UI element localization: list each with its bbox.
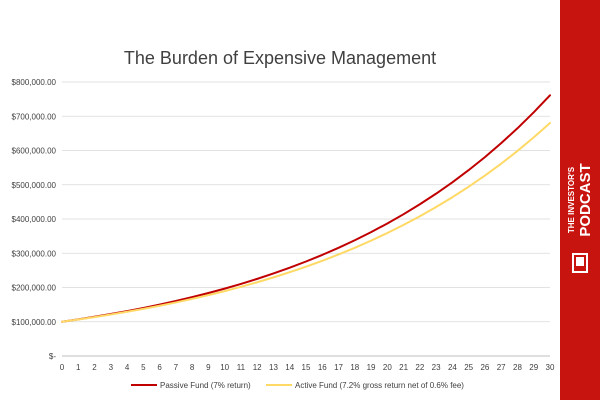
x-tick-label: 1 [76,363,81,372]
series-lines [61,94,551,323]
x-tick-label: 6 [157,363,162,372]
gridlines [62,81,550,357]
x-tick-label: 27 [497,363,506,372]
legend-label-passive: Passive Fund (7% return) [160,381,251,390]
x-tick-label: 24 [448,363,457,372]
x-tick-label: 0 [60,363,65,372]
x-tick-label: 9 [206,363,211,372]
x-tick-label: 21 [399,363,408,372]
y-axis-ticks: $- $100,000.00 $200,000.00 $300,000.00 $400,… [12,78,57,361]
x-tick-label: 20 [383,363,392,372]
x-tick-label: 29 [529,363,538,372]
x-tick-label: 8 [190,363,195,372]
line-chart: The Burden of Expensive Management $- $10… [12,48,555,390]
x-tick-label: 2 [92,363,97,372]
x-tick-label: 22 [415,363,424,372]
x-tick-label: 19 [367,363,376,372]
x-tick-label: 18 [350,363,359,372]
x-tick-label: 28 [513,363,522,372]
x-tick-label: 10 [220,363,229,372]
logo-text-line2: PODCAST [577,163,594,236]
x-tick-label: 16 [318,363,327,372]
series-line-1 [61,121,551,323]
logo-device-screen-icon [576,257,584,266]
y-tick-label: $600,000.00 [12,147,57,156]
x-tick-label: 26 [480,363,489,372]
y-tick-label: $500,000.00 [12,181,57,190]
x-tick-label: 15 [302,363,311,372]
y-tick-label: $700,000.00 [12,112,57,121]
y-tick-label: $200,000.00 [12,284,57,293]
y-tick-label: $800,000.00 [12,78,57,87]
x-tick-label: 3 [109,363,114,372]
legend: Passive Fund (7% return) Active Fund (7.… [131,381,464,390]
brand-sidebar: THE INVESTOR'S PODCAST [560,0,600,400]
x-tick-label: 12 [253,363,262,372]
logo-device-icon [572,253,588,273]
x-tick-label: 23 [432,363,441,372]
x-tick-label: 25 [464,363,473,372]
x-tick-label: 17 [334,363,343,372]
x-axis-ticks: 0 1 2 3 4 5 6 7 8 9 10 11 12 13 14 15 16 17 18 19 20 21 22 23 24… [60,363,555,372]
x-tick-label: 30 [546,363,555,372]
x-tick-label: 5 [141,363,146,372]
podcast-logo: THE INVESTOR'S PODCAST [567,163,594,273]
x-tick-label: 4 [125,363,130,372]
y-tick-label: $300,000.00 [12,249,57,258]
x-tick-label: 14 [285,363,294,372]
y-tick-label: $400,000.00 [12,215,57,224]
legend-label-active: Active Fund (7.2% gross return net of 0.… [295,381,464,390]
y-tick-label: $- [49,352,56,361]
x-tick-label: 13 [269,363,278,372]
chart-title: The Burden of Expensive Management [124,48,436,68]
x-tick-label: 7 [174,363,179,372]
y-tick-label: $100,000.00 [12,318,57,327]
x-tick-label: 11 [237,363,246,372]
logo-text-line1: THE INVESTOR'S [567,166,576,233]
